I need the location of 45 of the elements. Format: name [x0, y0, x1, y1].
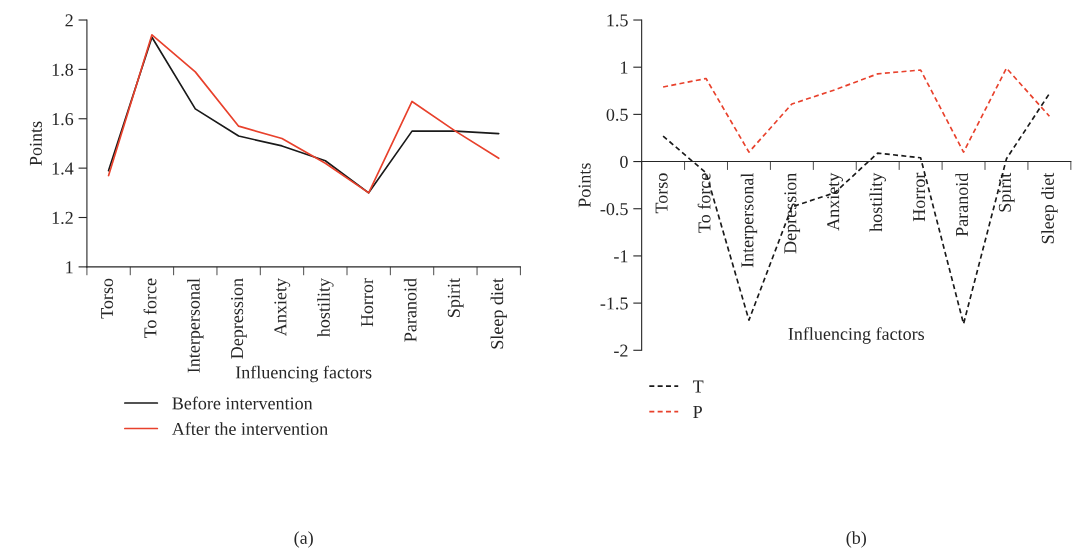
x-tick-label: Interpersonal: [740, 173, 758, 268]
legend-label: T: [692, 380, 704, 393]
y-tick-label: 1: [66, 261, 73, 274]
x-tick-label: Paranoid: [403, 278, 417, 342]
y-tick-label: 1.8: [52, 63, 74, 76]
x-tick-label: To force: [697, 173, 711, 233]
x-tick-label: Torso: [101, 278, 114, 319]
y-tick-label: 1: [621, 61, 628, 74]
y-axis-title: Points: [29, 121, 42, 166]
x-tick-label: Depression: [784, 172, 801, 254]
y-tick-label: 1.4: [52, 162, 74, 175]
x-tick-label: Anxiety: [827, 172, 843, 231]
x-axis-title: Influencing factors: [788, 327, 925, 344]
x-tick-label: Horror: [361, 278, 374, 327]
x-tick-label: Sleep diet: [1041, 172, 1058, 244]
y-tick-label: 1.2: [52, 211, 73, 225]
legend-label: After the intervention: [171, 422, 328, 436]
text: (b): [846, 531, 866, 548]
y-axis-title: Points: [578, 163, 591, 208]
x-tick-label: Paranoid: [955, 172, 969, 237]
line-series: [662, 67, 1051, 153]
y-tick-label: -0.5: [600, 203, 628, 216]
x-axis-title: Influencing factors: [235, 365, 372, 383]
y-tick-label: -1: [614, 250, 628, 263]
x-tick-label: Anxiety: [274, 278, 291, 336]
legend-label: Before intervention: [172, 396, 313, 410]
y-tick-label: -1.5: [600, 297, 628, 310]
y-tick-label: 1.5: [607, 14, 628, 27]
x-tick-label: hostility: [317, 278, 334, 337]
x-tick-label: Interpersonal: [187, 278, 204, 373]
x-tick-label: hostility: [869, 172, 886, 232]
y-tick-label: 0.5: [606, 108, 628, 121]
x-tick-label: Spirit: [998, 172, 1015, 212]
x-tick-label: To force: [143, 278, 157, 339]
y-tick-label: 0: [620, 155, 628, 168]
x-tick-label: Horror: [913, 172, 926, 222]
x-tick-label: Spirit: [447, 278, 464, 317]
legend-label: P: [693, 406, 702, 418]
text: (a): [294, 531, 313, 548]
y-tick-label: -2: [614, 344, 628, 357]
y-tick-label: 1.6: [52, 113, 74, 126]
x-tick-label: Sleep diet: [490, 278, 507, 349]
x-tick-label: Depression: [231, 278, 247, 359]
x-tick-label: Torso: [655, 173, 668, 214]
y-tick-label: 2: [65, 14, 73, 27]
